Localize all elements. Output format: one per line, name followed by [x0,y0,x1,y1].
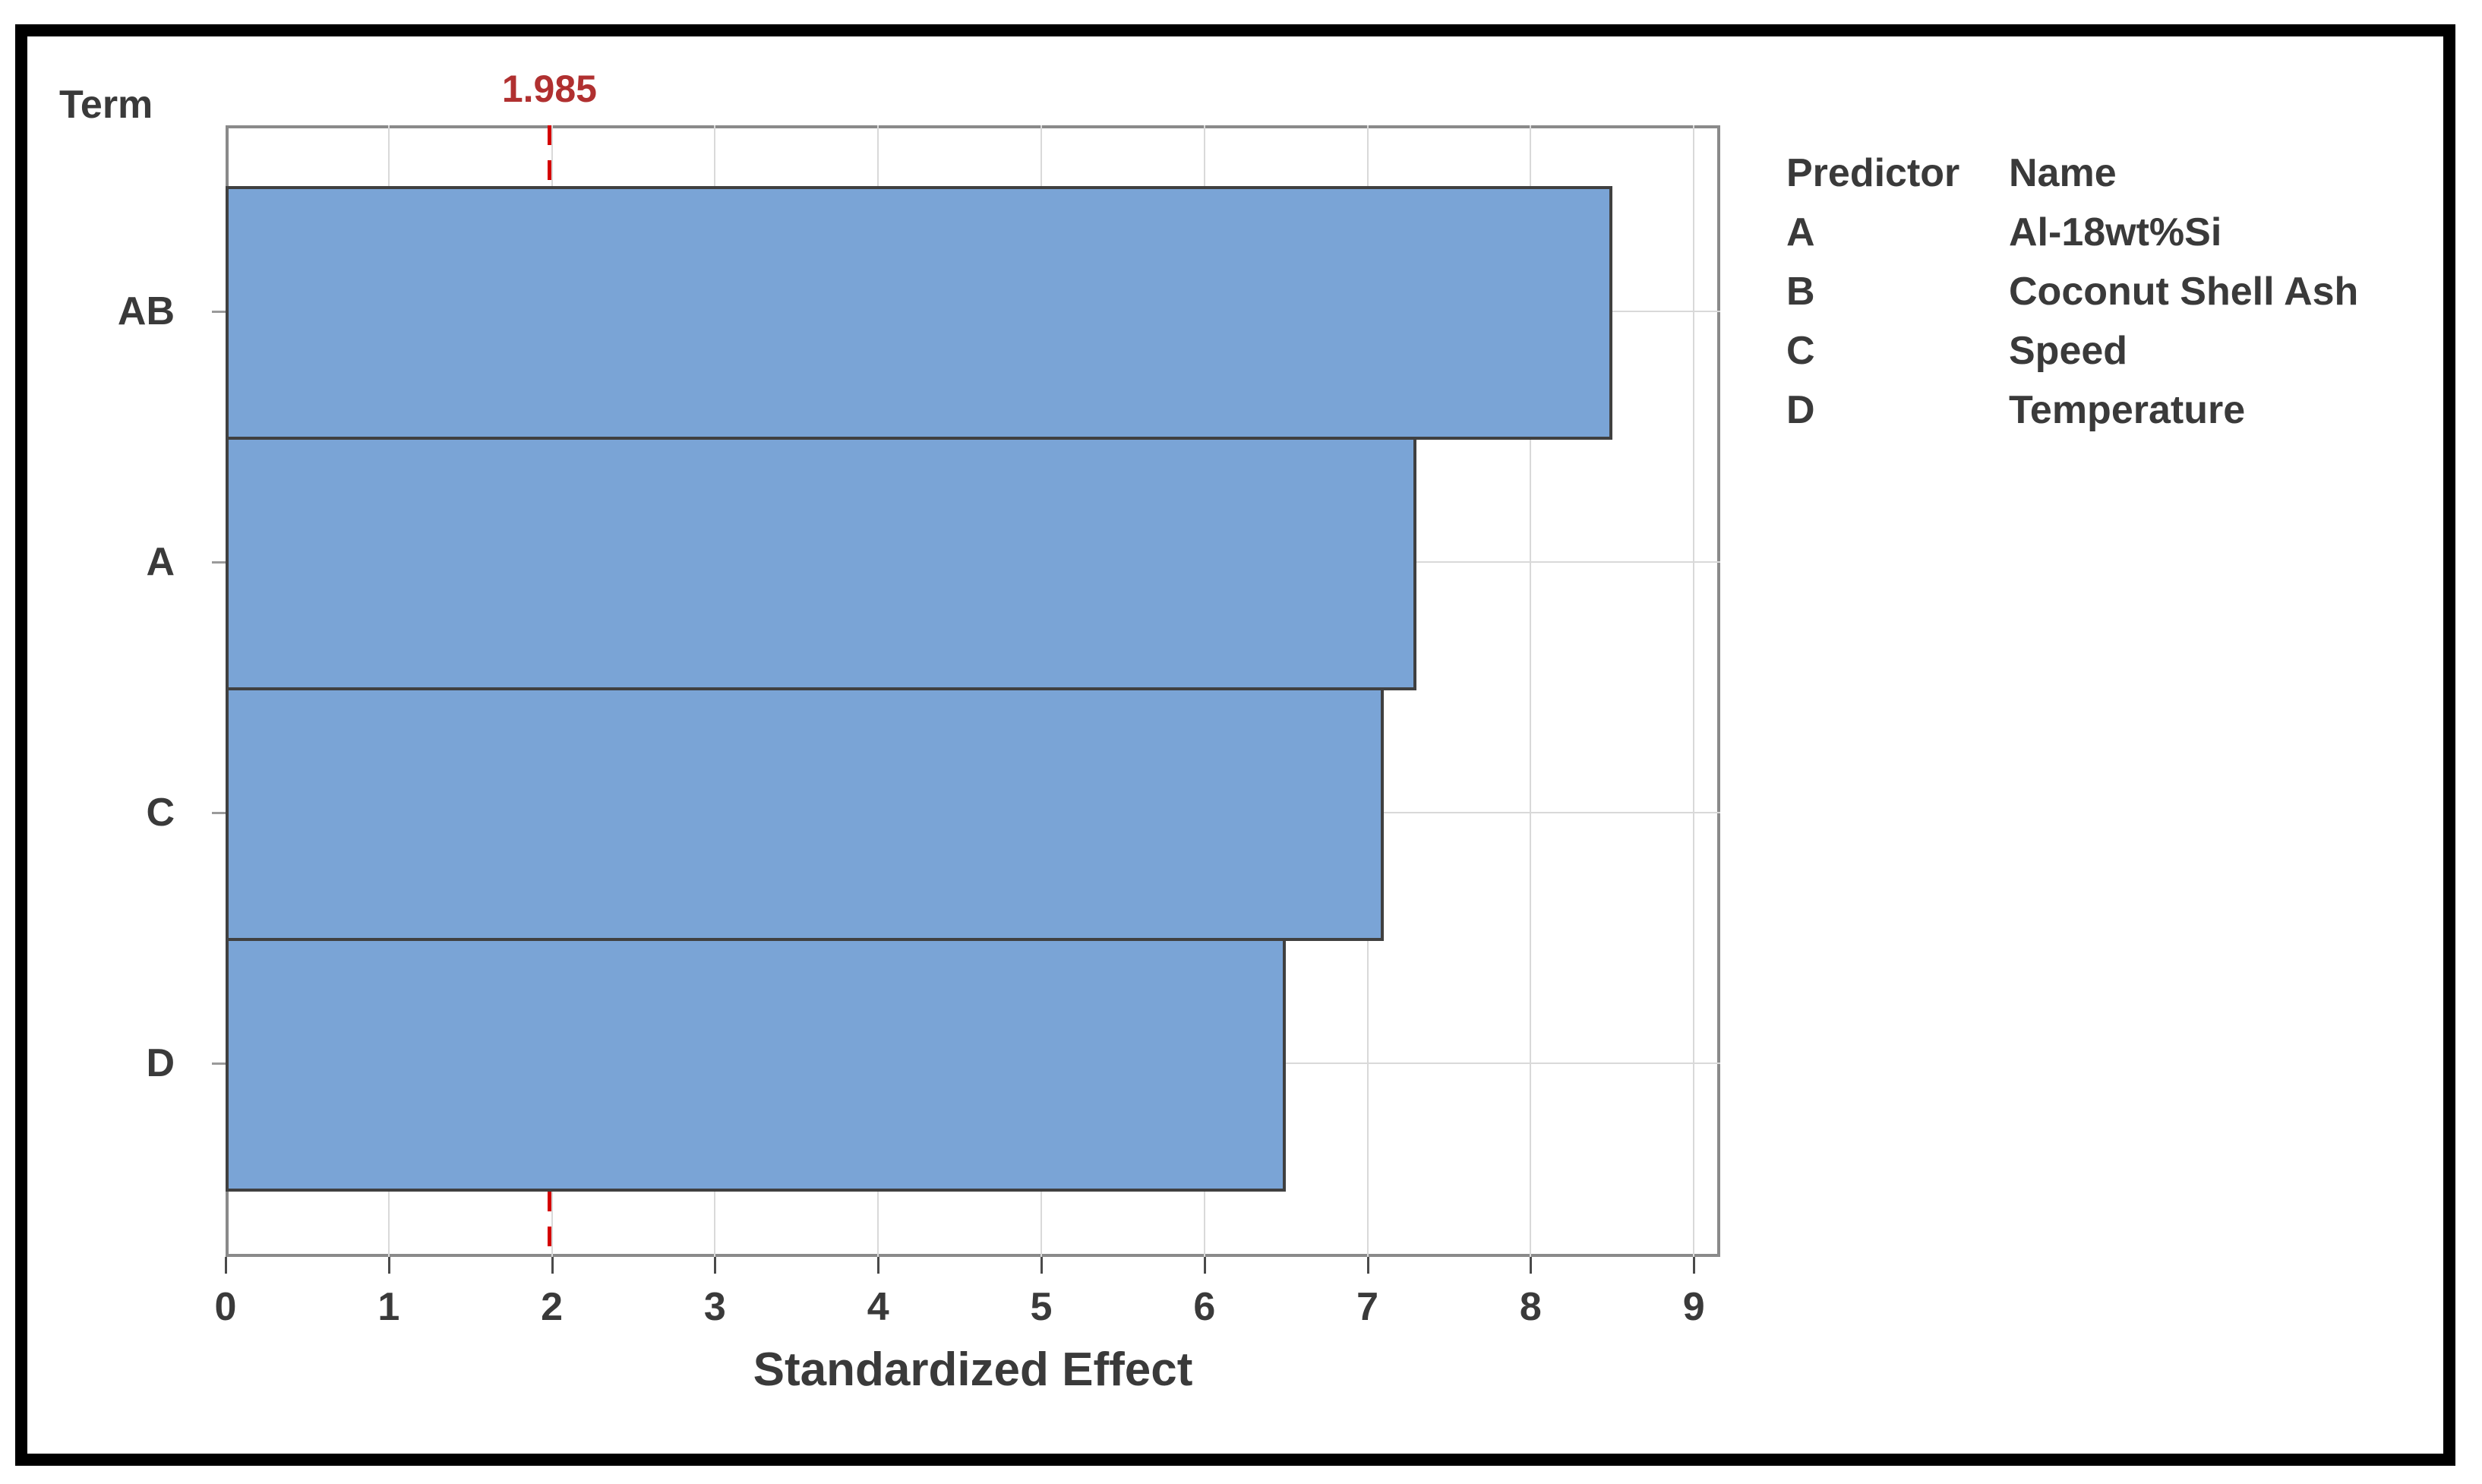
plot-area [226,125,1720,1257]
legend-name: Speed [2009,329,2128,373]
x-tick-2 [551,1257,554,1274]
x-tick-1 [387,1257,390,1274]
category-tick-C [212,812,226,814]
x-tick-label-1: 1 [377,1285,400,1329]
x-gridline-9 [1693,125,1695,1257]
category-label-A: A [146,540,175,584]
legend-header-predictor: Predictor [1786,151,1960,195]
reference-line-bottom-segment [547,1192,551,1257]
legend-predictor: C [1786,329,1815,373]
x-tick-8 [1530,1257,1533,1274]
legend-row-C: C Speed [1786,321,2358,380]
bar-C [226,687,1385,941]
x-axis-title: Standardized Effect [753,1343,1193,1396]
legend-row-A: A Al-18wt%Si [1786,203,2358,262]
category-label-C: C [146,791,175,835]
x-tick-label-9: 9 [1682,1285,1705,1329]
x-tick-label-3: 3 [703,1285,726,1329]
bar-AB [226,186,1612,440]
x-axis-ticks [225,1257,1720,1277]
x-tick-label-2: 2 [541,1285,564,1329]
x-tick-9 [1693,1257,1696,1274]
bar-A [226,437,1417,690]
x-tick-label-0: 0 [214,1285,237,1329]
reference-line-label: 1.985 [501,68,597,110]
legend-row-B: B Coconut Shell Ash [1786,262,2358,321]
category-tick-A [212,561,226,564]
x-tick-7 [1366,1257,1369,1274]
legend: Predictor Name A Al-18wt%Si B Coconut Shell… [1786,144,2358,440]
x-tick-label-5: 5 [1030,1285,1053,1329]
x-tick-0 [225,1257,227,1274]
x-tick-6 [1203,1257,1206,1274]
category-label-AB: AB [117,289,175,333]
category-tick-D [212,1062,226,1065]
x-tick-3 [714,1257,717,1274]
legend-row-D: D Temperature [1786,380,2358,440]
x-tick-5 [1040,1257,1043,1274]
legend-predictor: D [1786,388,1815,432]
x-tick-label-6: 6 [1193,1285,1216,1329]
x-tick-4 [877,1257,880,1274]
legend-header-row: Predictor Name [1786,144,2358,203]
legend-predictor: B [1786,270,1815,314]
x-tick-label-4: 4 [867,1285,889,1329]
legend-name: Al-18wt%Si [2009,210,2222,254]
reference-line-top-segment [547,125,551,186]
category-label-D: D [146,1041,175,1085]
x-tick-label-8: 8 [1519,1285,1542,1329]
y-axis-title: Term [59,83,153,127]
legend-name: Coconut Shell Ash [2009,270,2359,314]
bar-D [226,938,1287,1192]
figure-border [15,24,2455,1466]
legend-name: Temperature [2009,388,2246,432]
x-gridline-8 [1530,125,1532,1257]
x-tick-label-7: 7 [1356,1285,1379,1329]
legend-header-name: Name [2009,151,2117,195]
category-tick-AB [212,311,226,313]
legend-predictor: A [1786,210,1815,254]
